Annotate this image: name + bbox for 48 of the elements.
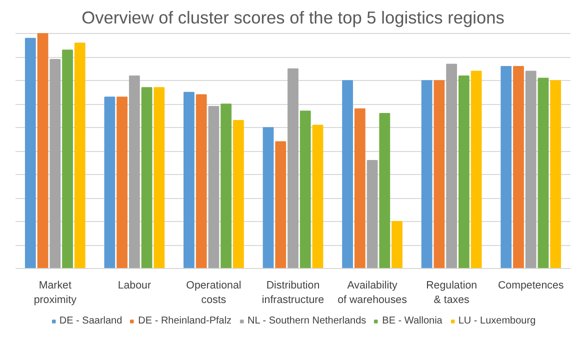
bar xyxy=(421,80,432,268)
bar xyxy=(392,221,402,268)
bar xyxy=(525,70,536,268)
bar xyxy=(50,59,61,268)
bar xyxy=(513,66,524,268)
x-tick-label: Regulation & taxes xyxy=(426,280,478,306)
x-tick-label: Availability of warehouses xyxy=(338,280,407,306)
chart-title: Overview of cluster scores of the top 5 logistics regions xyxy=(82,8,505,28)
bar xyxy=(446,64,458,268)
legend-label: DE - Saarland xyxy=(59,316,122,326)
bar xyxy=(342,80,353,268)
bar xyxy=(312,124,324,268)
bar xyxy=(233,120,244,268)
bar xyxy=(74,42,86,268)
x-tick-label: Distribution infrastructure xyxy=(262,280,324,306)
bar xyxy=(104,96,116,268)
bar xyxy=(550,80,562,268)
x-tick-label: Labour xyxy=(118,280,152,292)
legend-label: DE - Rheinland-Pfalz xyxy=(138,316,232,326)
legend-label: NL - Southern Netherlands xyxy=(248,316,366,326)
legend-label: BE - Wallonia xyxy=(382,316,442,326)
bar xyxy=(220,104,232,268)
bar xyxy=(379,113,390,268)
x-tick-label: Operational costs xyxy=(186,280,242,306)
x-tick-label: Competences xyxy=(498,280,564,292)
bar xyxy=(128,75,140,268)
bar xyxy=(62,50,73,268)
bar xyxy=(208,106,220,268)
bar xyxy=(354,108,366,268)
bar xyxy=(154,87,165,268)
bar xyxy=(288,68,298,268)
x-tick-label: Market proximity xyxy=(34,280,78,306)
bar xyxy=(538,78,549,268)
bar xyxy=(184,92,194,268)
bar xyxy=(275,141,286,268)
bar xyxy=(141,87,152,268)
bar xyxy=(196,94,207,268)
bar xyxy=(434,80,445,268)
bar xyxy=(37,33,48,268)
bar xyxy=(24,38,36,268)
bar xyxy=(300,110,311,268)
bar xyxy=(116,96,128,268)
bar xyxy=(470,70,482,268)
bar xyxy=(366,160,378,268)
bar xyxy=(262,127,274,268)
legend-label: LU - Luxembourg xyxy=(458,316,536,326)
bar xyxy=(458,75,470,268)
bar xyxy=(500,66,512,268)
